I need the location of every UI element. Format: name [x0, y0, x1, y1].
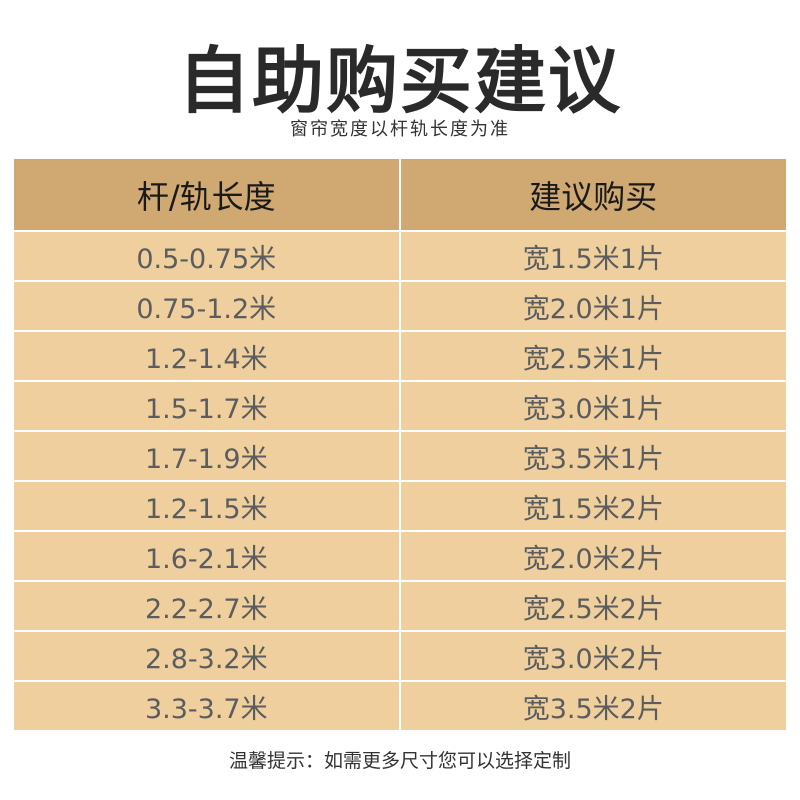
length-cell: 2.8-3.2米: [14, 631, 401, 682]
length-cell: 1.2-1.5米: [14, 481, 401, 532]
length-cell: 0.75-1.2米: [14, 281, 401, 332]
header-suggestion: 建议购买: [399, 159, 786, 232]
suggestion-cell: 宽3.5米2片: [399, 681, 786, 730]
size-table: 杆/轨长度 建议购买 0.5-0.75米 宽1.5米1片 0.75-1.2米 宽2.0…: [14, 159, 786, 730]
suggestion-cell: 宽3.0米2片: [399, 631, 786, 682]
length-cell: 1.7-1.9米: [14, 431, 401, 482]
length-cell: 0.5-0.75米: [14, 231, 401, 282]
table-row: 1.6-2.1米 宽2.0米2片: [14, 531, 786, 582]
length-cell: 3.3-3.7米: [14, 681, 401, 730]
suggestion-cell: 宽2.0米2片: [399, 531, 786, 582]
table-row: 0.5-0.75米 宽1.5米1片: [14, 231, 786, 282]
length-cell: 2.2-2.7米: [14, 581, 401, 632]
table-row: 3.3-3.7米 宽3.5米2片: [14, 681, 786, 730]
suggestion-cell: 宽3.0米1片: [399, 381, 786, 432]
suggestion-cell: 宽2.5米1片: [399, 331, 786, 382]
table-row: 1.2-1.5米 宽1.5米2片: [14, 481, 786, 532]
subtitle: 窗帘宽度以杆轨长度为准: [290, 119, 510, 140]
table-row: 1.2-1.4米 宽2.5米1片: [14, 331, 786, 382]
length-cell: 1.2-1.4米: [14, 331, 401, 382]
suggestion-cell: 宽2.0米1片: [399, 281, 786, 332]
table-row: 1.5-1.7米 宽3.0米1片: [14, 381, 786, 432]
suggestion-cell: 宽1.5米1片: [399, 231, 786, 282]
length-cell: 1.5-1.7米: [14, 381, 401, 432]
page-title: 自助购买建议: [177, 39, 622, 123]
table-header: 杆/轨长度 建议购买: [14, 159, 786, 232]
table-row: 2.8-3.2米 宽3.0米2片: [14, 631, 786, 682]
suggestion-cell: 宽3.5米1片: [399, 431, 786, 482]
header-length: 杆/轨长度: [14, 159, 401, 232]
table-row: 0.75-1.2米 宽2.0米1片: [14, 281, 786, 332]
length-cell: 1.6-2.1米: [14, 531, 401, 582]
table-row: 2.2-2.7米 宽2.5米2片: [14, 581, 786, 632]
suggestion-cell: 宽2.5米2片: [399, 581, 786, 632]
tip-text: 温馨提示：如需更多尺寸您可以选择定制: [228, 750, 571, 772]
suggestion-cell: 宽1.5米2片: [399, 481, 786, 532]
table-row: 1.7-1.9米 宽3.5米1片: [14, 431, 786, 482]
